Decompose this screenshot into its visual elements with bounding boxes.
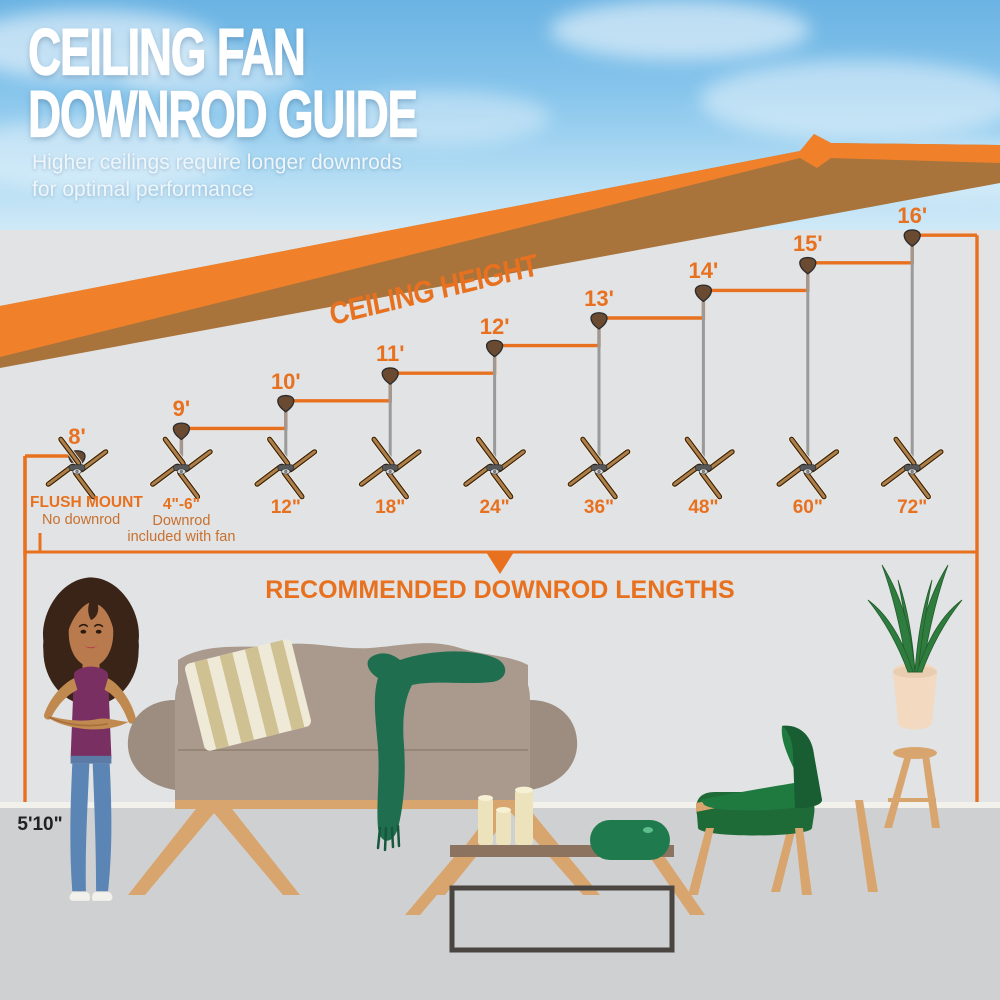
svg-text:RECOMMENDED DOWNROD LENGTHS: RECOMMENDED DOWNROD LENGTHS <box>265 576 734 604</box>
svg-text:16': 16' <box>897 203 927 228</box>
svg-text:4"-6": 4"-6" <box>163 496 200 513</box>
svg-text:72": 72" <box>897 497 927 518</box>
svg-text:included with fan: included with fan <box>127 529 235 545</box>
svg-text:FLUSH MOUNT: FLUSH MOUNT <box>30 494 143 511</box>
svg-text:12': 12' <box>480 314 510 339</box>
svg-text:Downrod: Downrod <box>152 513 210 529</box>
svg-text:24": 24" <box>480 497 510 518</box>
svg-text:14': 14' <box>689 258 719 283</box>
svg-text:5'10": 5'10" <box>17 814 62 835</box>
svg-text:36": 36" <box>584 497 614 518</box>
svg-text:12": 12" <box>271 497 301 518</box>
svg-text:13': 13' <box>584 286 614 311</box>
svg-text:18": 18" <box>375 497 405 518</box>
svg-text:48": 48" <box>688 497 718 518</box>
svg-text:9': 9' <box>173 396 190 421</box>
svg-text:60": 60" <box>793 497 823 518</box>
svg-text:8': 8' <box>68 424 85 449</box>
svg-text:15': 15' <box>793 231 823 256</box>
svg-text:10': 10' <box>271 369 301 394</box>
svg-text:No downrod: No downrod <box>42 512 120 528</box>
svg-text:11': 11' <box>376 341 405 366</box>
